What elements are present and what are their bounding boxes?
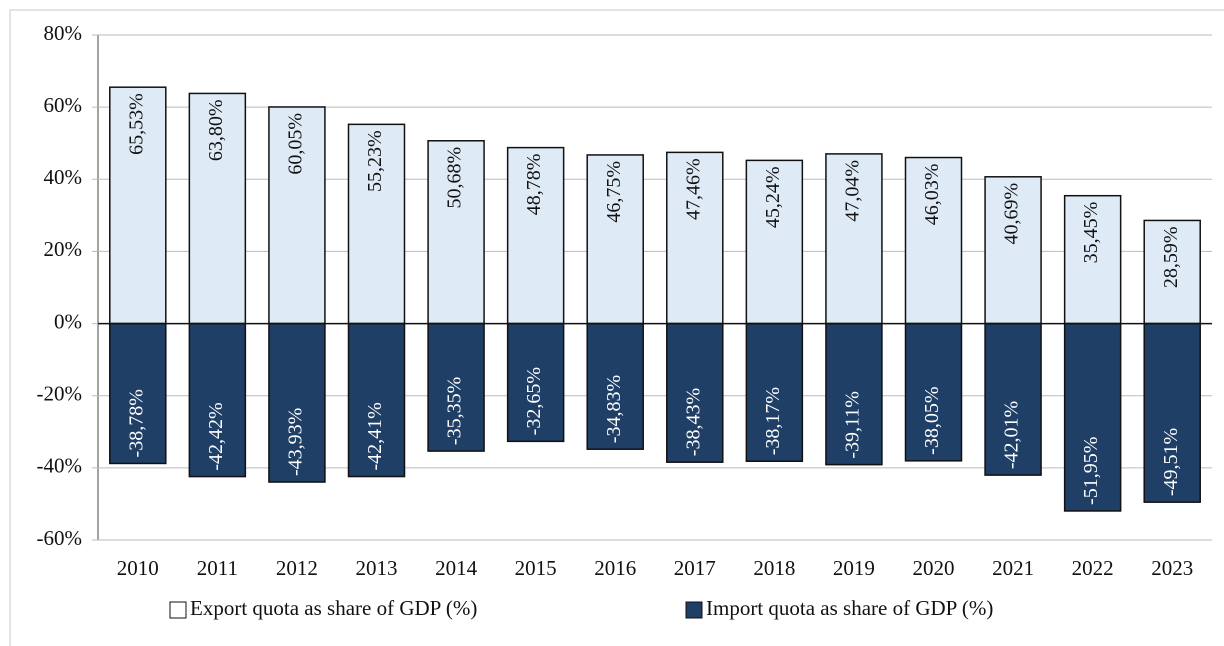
y-tick-label: -40% [37,454,83,478]
bar [506,322,565,443]
x-tick-label: 2017 [674,556,716,580]
x-tick-label: 2015 [515,556,557,580]
bar [984,322,1042,476]
data-label: -39,11% [842,391,864,459]
x-tick-label: 2020 [913,556,955,580]
y-tick-label: 40% [44,165,83,189]
bar [1063,194,1122,325]
x-tick-label: 2022 [1072,556,1114,580]
data-label: 46,03% [921,164,943,226]
bar [586,154,644,325]
x-tick-label: 2018 [753,556,795,580]
data-label: -42,41% [364,402,386,470]
data-label: 60,05% [285,113,307,175]
data-label: 65,53% [125,93,147,155]
legend-swatch [685,601,703,619]
legend-label: Import quota as share of GDP (%) [706,596,993,620]
bar [347,322,406,478]
y-tick-label: -20% [37,382,83,406]
legend-swatch [169,601,187,619]
data-label: 28,59% [1160,226,1182,288]
x-tick-label: 2012 [276,556,318,580]
data-label: -34,83% [603,375,625,443]
bar [666,322,724,463]
data-label: 40,69% [1001,183,1023,245]
data-label: -38,05% [921,386,943,454]
bar [268,106,326,325]
y-tick-label: 0% [54,309,82,333]
data-label: -49,51% [1160,428,1182,496]
bar [586,322,644,450]
bar [268,322,326,483]
x-tick-label: 2019 [833,556,875,580]
bar [506,146,565,325]
x-tick-label: 2016 [594,556,636,580]
data-label: 47,04% [842,160,864,222]
bar [984,176,1042,325]
bar [1143,219,1201,325]
bar [109,322,167,465]
data-label: 35,45% [1080,202,1102,264]
bar [1063,322,1122,512]
x-tick-label: 2021 [992,556,1034,580]
bar [1143,322,1201,503]
data-label: 47,46% [682,158,704,220]
y-tick-label: 60% [44,93,83,117]
bar [188,322,247,478]
bar [188,92,247,325]
data-label: 63,80% [205,99,227,161]
data-label: 50,68% [444,147,466,209]
data-label: 55,23% [364,130,386,192]
x-tick-label: 2023 [1151,556,1193,580]
bar [347,123,406,325]
bar [745,159,804,325]
bar [427,322,485,452]
data-label: -42,42% [205,402,227,470]
data-label: -43,93% [285,408,307,476]
frame [9,9,1224,646]
x-tick-label: 2014 [435,556,478,580]
data-label: -42,01% [1001,401,1023,469]
bar [825,322,883,466]
y-tick-label: 80% [44,21,83,45]
x-tick-label: 2010 [117,556,159,580]
data-label: -51,95% [1080,437,1102,505]
x-tick-label: 2011 [197,556,238,580]
bar [427,140,485,325]
y-tick-label: 20% [44,237,83,261]
data-label: -35,35% [444,377,466,445]
bar [745,322,804,463]
data-label: -38,78% [125,389,147,457]
data-label: 45,24% [762,166,784,228]
data-label: 48,78% [523,154,545,216]
y-tick-label: -60% [37,526,83,550]
x-tick-label: 2013 [356,556,398,580]
data-label: -38,43% [682,388,704,456]
data-label: 46,75% [603,161,625,223]
data-label: -38,17% [762,387,784,455]
legend-label: Export quota as share of GDP (%) [190,596,477,620]
data-label: -32,65% [523,367,545,435]
